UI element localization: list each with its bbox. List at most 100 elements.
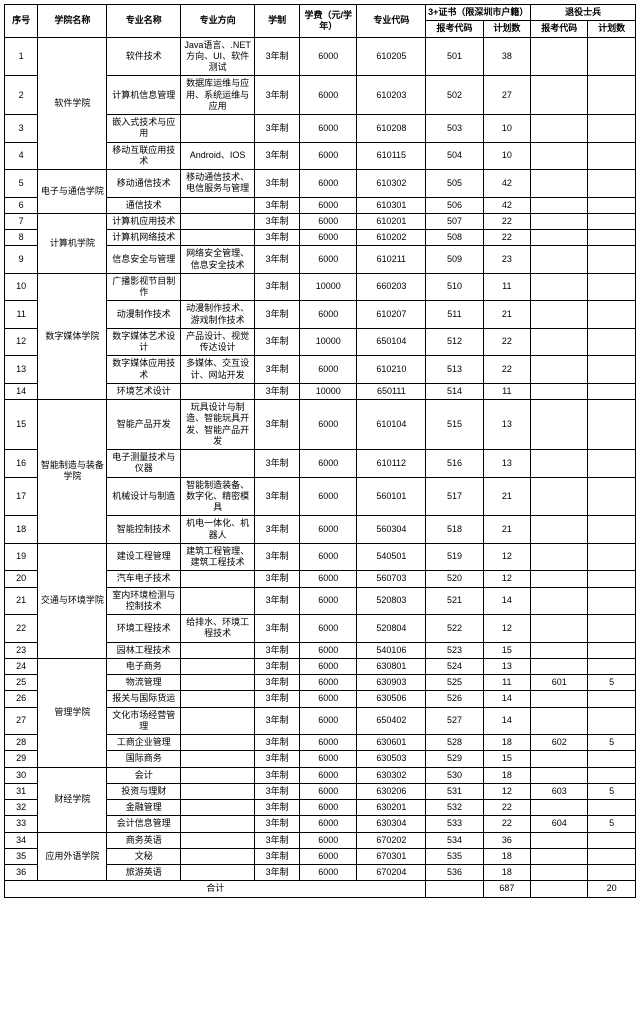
cell-c4	[588, 642, 636, 658]
cell-c1: 522	[426, 615, 483, 643]
cell-dir	[181, 230, 255, 246]
cell-code: 610104	[357, 400, 426, 450]
cell-c3	[531, 832, 588, 848]
cell-dir: Java语言、.NET方向、UI、软件测试	[181, 37, 255, 76]
cell-c2: 22	[483, 213, 531, 229]
cell-c4	[588, 587, 636, 615]
cell-code: 630801	[357, 658, 426, 674]
cell-c2: 42	[483, 197, 531, 213]
cell-c4	[588, 197, 636, 213]
cell-dir	[181, 783, 255, 799]
cell-fee: 6000	[300, 356, 357, 384]
cell-code: 630206	[357, 783, 426, 799]
cell-c2: 11	[483, 273, 531, 301]
cell-c3	[531, 587, 588, 615]
total-label: 合计	[5, 881, 426, 897]
cell-c2: 10	[483, 115, 531, 143]
cell-seq: 5	[5, 170, 38, 198]
total-c3	[531, 881, 588, 897]
cell-c4	[588, 170, 636, 198]
cell-c2: 22	[483, 816, 531, 832]
cell-fee: 6000	[300, 477, 357, 516]
cell-c1: 521	[426, 587, 483, 615]
cell-c4	[588, 142, 636, 170]
cell-c4	[588, 691, 636, 707]
cell-sys: 3年制	[254, 170, 299, 198]
cell-fee: 6000	[300, 142, 357, 170]
cell-dept: 交通与环境学院	[38, 543, 107, 658]
cell-major: 移动互联应用技术	[107, 142, 181, 170]
table-row: 15智能制造与装备学院智能产品开发玩具设计与制造、智能玩具开发、智能产品开发3年…	[5, 400, 636, 450]
cell-fee: 10000	[300, 328, 357, 356]
cell-dir	[181, 816, 255, 832]
cell-sys: 3年制	[254, 658, 299, 674]
cell-seq: 11	[5, 301, 38, 329]
cell-c1: 535	[426, 848, 483, 864]
cell-code: 630304	[357, 816, 426, 832]
cell-sys: 3年制	[254, 328, 299, 356]
cell-fee: 6000	[300, 246, 357, 274]
cell-code: 610112	[357, 450, 426, 478]
cell-c2: 13	[483, 450, 531, 478]
cell-sys: 3年制	[254, 142, 299, 170]
cell-c1: 532	[426, 800, 483, 816]
cell-dir: 多媒体、交互设计、网站开发	[181, 356, 255, 384]
cell-seq: 30	[5, 767, 38, 783]
cell-dir	[181, 383, 255, 399]
cell-c3	[531, 477, 588, 516]
hdr-plan-count-1: 计划数	[483, 21, 531, 37]
cell-c4	[588, 76, 636, 115]
cell-c4: 5	[588, 675, 636, 691]
cell-c4	[588, 450, 636, 478]
table-row: 19交通与环境学院建设工程管理建筑工程管理、建筑工程技术3年制600054050…	[5, 543, 636, 571]
cell-fee: 6000	[300, 865, 357, 881]
cell-c4	[588, 115, 636, 143]
cell-sys: 3年制	[254, 735, 299, 751]
cell-sys: 3年制	[254, 865, 299, 881]
cell-c4: 5	[588, 735, 636, 751]
cell-c3: 604	[531, 816, 588, 832]
cell-major: 数字媒体应用技术	[107, 356, 181, 384]
cell-seq: 4	[5, 142, 38, 170]
cell-c3	[531, 848, 588, 864]
cell-major: 计算机网络技术	[107, 230, 181, 246]
cell-dept: 计算机学院	[38, 213, 107, 273]
hdr-sys: 学制	[254, 5, 299, 38]
cell-sys: 3年制	[254, 37, 299, 76]
table-row: 30财经学院会计3年制600063030253018	[5, 767, 636, 783]
cell-c2: 21	[483, 301, 531, 329]
cell-dir	[181, 273, 255, 301]
cell-c4	[588, 356, 636, 384]
cell-c1: 519	[426, 543, 483, 571]
cell-seq: 10	[5, 273, 38, 301]
cell-code: 520804	[357, 615, 426, 643]
cell-seq: 26	[5, 691, 38, 707]
cell-c1: 504	[426, 142, 483, 170]
cell-seq: 12	[5, 328, 38, 356]
cell-c2: 22	[483, 800, 531, 816]
hdr-seq: 序号	[5, 5, 38, 38]
cell-dir: 玩具设计与制造、智能玩具开发、智能产品开发	[181, 400, 255, 450]
cell-c2: 27	[483, 76, 531, 115]
table-row: 7计算机学院计算机应用技术3年制600061020150722	[5, 213, 636, 229]
cell-major: 物流管理	[107, 675, 181, 691]
cell-c1: 505	[426, 170, 483, 198]
cell-fee: 6000	[300, 197, 357, 213]
cell-c3	[531, 800, 588, 816]
cell-major: 嵌入式技术与应用	[107, 115, 181, 143]
cell-c2: 14	[483, 587, 531, 615]
cell-dir	[181, 571, 255, 587]
hdr-plan-count-2: 计划数	[588, 21, 636, 37]
cell-c3	[531, 516, 588, 544]
cell-dir	[181, 848, 255, 864]
cell-sys: 3年制	[254, 516, 299, 544]
cell-dir: 机电一体化、机器人	[181, 516, 255, 544]
cell-c3	[531, 142, 588, 170]
cell-fee: 6000	[300, 848, 357, 864]
cell-major: 室内环境检测与控制技术	[107, 587, 181, 615]
cell-c2: 21	[483, 516, 531, 544]
cell-fee: 6000	[300, 213, 357, 229]
cell-c3	[531, 642, 588, 658]
cell-fee: 6000	[300, 516, 357, 544]
cell-dir	[181, 800, 255, 816]
